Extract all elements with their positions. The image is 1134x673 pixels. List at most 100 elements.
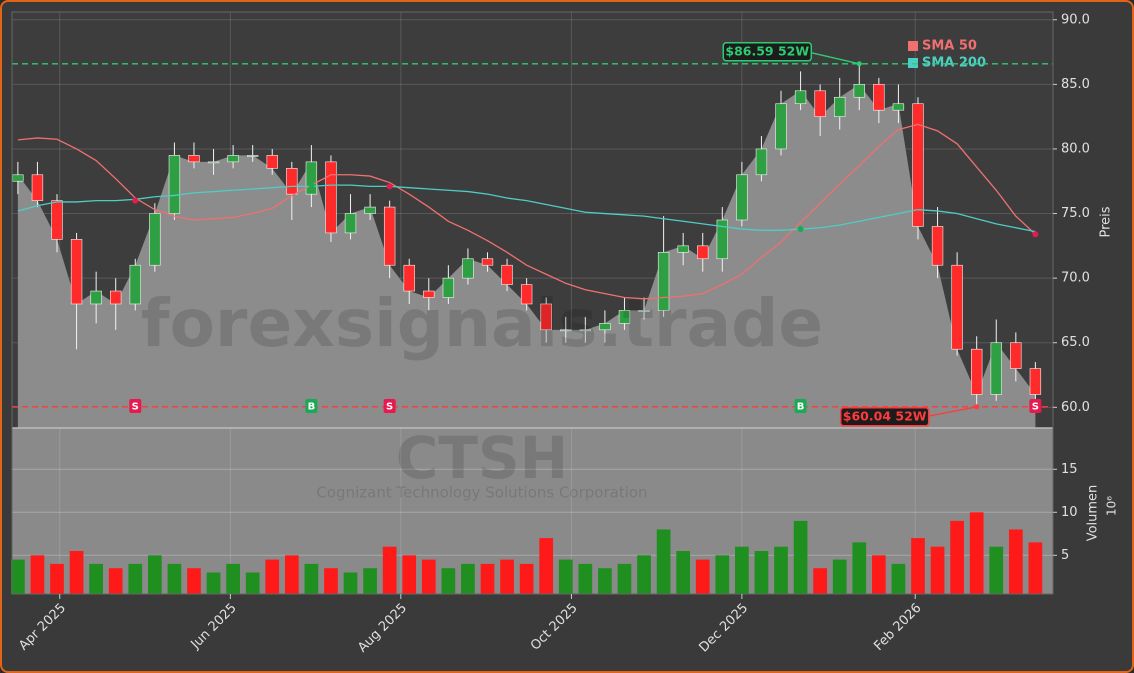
- volume-bar: [832, 559, 847, 594]
- signal-point: [386, 183, 393, 190]
- candle-body: [266, 155, 278, 169]
- signal-badge: [129, 399, 142, 413]
- candle-body: [70, 239, 83, 305]
- volume-bar: [539, 538, 554, 594]
- candle-body: [814, 90, 826, 117]
- signal-badge: [794, 399, 807, 413]
- sma-line: [17, 184, 1036, 233]
- annotation-text: $86.59 52W: [725, 43, 809, 58]
- candle-body: [873, 84, 885, 111]
- volume-bar: [813, 568, 827, 594]
- volume-bar: [558, 559, 573, 594]
- candle-body: [481, 258, 494, 266]
- volume-bar: [167, 563, 182, 594]
- volume-bar: [382, 546, 397, 594]
- candle-body: [188, 155, 200, 163]
- y-tick-label: 15: [1061, 462, 1078, 477]
- y-tick-label: 90.0: [1061, 12, 1090, 27]
- candle-body: [1010, 342, 1022, 369]
- candle-body: [697, 245, 709, 260]
- candle-body: [579, 329, 592, 332]
- candle-body: [207, 161, 220, 164]
- volume-bar: [265, 559, 280, 594]
- signal-label: S: [1032, 402, 1039, 413]
- y-tick-label: 5: [1061, 548, 1069, 563]
- signal-point: [797, 226, 804, 233]
- volume-bar: [69, 550, 84, 594]
- candle-body: [423, 290, 435, 298]
- volume-bar: [128, 563, 143, 594]
- x-tick-label: Jun 2025: [188, 601, 240, 653]
- candle-body: [540, 303, 552, 331]
- y-tick-label: 60.0: [1061, 400, 1090, 415]
- volume-bar: [147, 555, 162, 594]
- volume-bar: [578, 563, 593, 594]
- candle-body: [149, 213, 161, 266]
- plot-border: [11, 11, 1054, 595]
- annotation-point: [974, 404, 980, 410]
- volume-bar: [245, 572, 260, 594]
- watermark-company: Cognizant Technology Solutions Corporati…: [316, 484, 647, 502]
- candle-body: [286, 168, 298, 195]
- annotation-box: [839, 407, 930, 427]
- candle-body: [657, 251, 670, 311]
- volume-bar: [735, 546, 749, 594]
- candle-body: [599, 323, 611, 331]
- volume-bar: [715, 555, 730, 594]
- x-tick-label: Dec 2025: [696, 601, 751, 656]
- candle-body: [755, 148, 768, 176]
- candle-body: [853, 84, 865, 98]
- candle-body: [638, 310, 650, 312]
- volume-bar: [363, 568, 377, 594]
- legend-swatch: [908, 41, 918, 51]
- volume-bar: [11, 559, 25, 594]
- candle-body: [618, 310, 631, 324]
- candle-body: [951, 264, 963, 350]
- volume-scale-label: 10⁶: [1105, 496, 1119, 516]
- volume-bar: [793, 520, 808, 594]
- volume-bar: [50, 563, 64, 594]
- volume-bar: [343, 572, 358, 594]
- volume-bar: [226, 563, 240, 594]
- volume-bar: [519, 563, 534, 594]
- candle-body: [344, 213, 357, 234]
- signal-label: B: [797, 402, 805, 413]
- volume-bar: [187, 568, 201, 594]
- signal-point: [308, 182, 315, 189]
- candle-body: [501, 264, 513, 285]
- annotation-arrow: [807, 51, 860, 65]
- signal-label: S: [132, 402, 139, 413]
- volume-bar: [1008, 529, 1023, 594]
- watermark-ticker: CTSH: [396, 424, 568, 492]
- signal-label: B: [308, 402, 316, 413]
- candle-body: [834, 96, 846, 117]
- candle-body: [1029, 368, 1042, 395]
- volume-bar: [695, 559, 710, 594]
- x-tick-label: Oct 2025: [528, 601, 581, 654]
- signal-badge: [383, 399, 396, 413]
- candle-body: [403, 264, 415, 292]
- volume-bar: [969, 512, 984, 594]
- volume-bar: [402, 555, 417, 594]
- volume-axis-label: Volumen: [1086, 485, 1101, 542]
- volume-bar: [421, 559, 436, 594]
- volume-bar: [774, 546, 788, 594]
- candle-body: [364, 206, 376, 214]
- volume-bar: [441, 568, 456, 594]
- y-tick-label: 70.0: [1061, 271, 1090, 286]
- volume-bar: [676, 550, 691, 594]
- y-tick-label: 10: [1061, 505, 1078, 520]
- volume-bar: [30, 555, 45, 594]
- candle-body: [520, 284, 533, 305]
- y-tick-label: 85.0: [1061, 77, 1090, 92]
- candle-body: [794, 90, 807, 105]
- x-tick-label: Feb 2026: [871, 601, 924, 654]
- volume-bar: [891, 563, 906, 594]
- volume-bar: [461, 563, 475, 594]
- candle-body: [325, 161, 337, 234]
- legend-swatch: [908, 58, 918, 68]
- y-axis-label: Preis: [1099, 206, 1114, 237]
- volume-bar: [656, 529, 671, 594]
- sma-line: [17, 123, 1036, 300]
